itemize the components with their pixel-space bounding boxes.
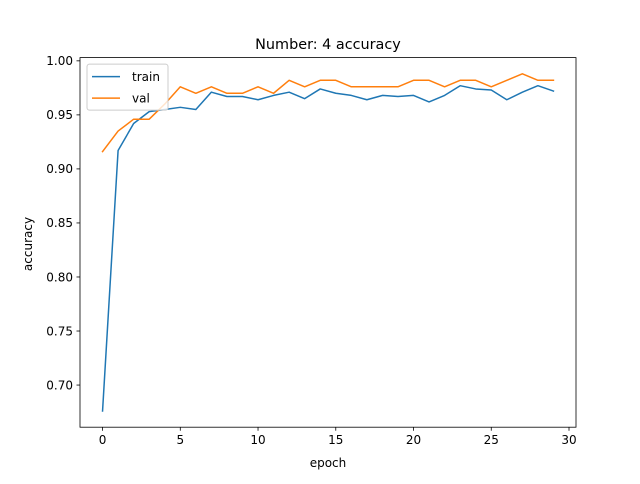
y-tick-label: 0.90	[46, 162, 73, 176]
y-tick-label: 0.85	[46, 216, 73, 230]
plot-area: 0 5 10 15 20 25 30 0.70 0.75 0.80 0.85 0.90 0.95 1.00…	[46, 54, 576, 447]
series-line-train	[101, 84, 555, 412]
legend: train val	[86, 63, 169, 111]
x-tick-label: 10	[250, 433, 265, 447]
y-tick-label: 0.70	[46, 378, 73, 392]
x-tick-label: 25	[484, 433, 499, 447]
axes-frame	[79, 57, 577, 428]
x-tick-label: 5	[176, 433, 184, 447]
x-tick-label: 0	[99, 433, 107, 447]
x-axis-label: epoch	[310, 456, 347, 470]
y-tick-label: 0.80	[46, 270, 73, 284]
chart-title: Number: 4 accuracy	[255, 37, 401, 53]
y-tick-label: 1.00	[46, 54, 73, 68]
y-tick-label: 0.95	[46, 108, 73, 122]
series-line-val	[101, 73, 555, 153]
x-tick-label: 20	[406, 433, 421, 447]
y-axis-label: accuracy	[21, 217, 35, 271]
x-tick-label: 15	[328, 433, 343, 447]
x-tick-label: 30	[561, 433, 576, 447]
y-tick-label: 0.75	[46, 324, 73, 338]
legend-label-train: train	[132, 70, 160, 84]
legend-label-val: val	[132, 91, 150, 105]
